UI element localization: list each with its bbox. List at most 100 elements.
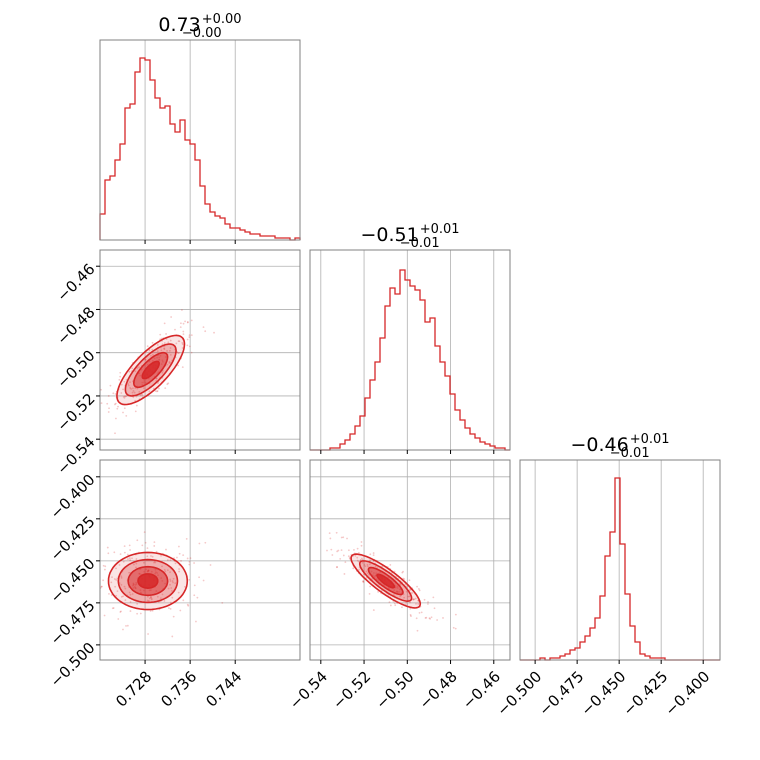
- sample-point: [146, 555, 149, 558]
- panel-frame: [99, 459, 301, 661]
- sample-point: [120, 383, 123, 386]
- sample-point: [342, 554, 345, 557]
- sample-point: [156, 390, 158, 393]
- sample-point: [114, 432, 116, 435]
- sample-point: [188, 336, 191, 338]
- sample-point: [415, 617, 418, 620]
- sample-point: [428, 617, 431, 620]
- sample-point: [401, 606, 403, 609]
- sample-point: [103, 614, 106, 617]
- sample-point: [360, 541, 363, 543]
- sample-point: [128, 544, 131, 547]
- sample-point: [115, 417, 117, 420]
- sample-point: [418, 589, 421, 592]
- sample-point: [148, 349, 151, 352]
- sample-point: [144, 541, 147, 544]
- sample-point: [110, 581, 113, 584]
- sample-point: [405, 590, 408, 593]
- sample-point: [142, 561, 145, 564]
- sample-point: [123, 396, 126, 399]
- sample-point: [127, 383, 129, 385]
- sample-point: [156, 595, 159, 598]
- sample-point: [178, 568, 180, 570]
- sample-point: [346, 537, 348, 540]
- sample-point: [120, 610, 122, 613]
- sample-point: [93, 425, 95, 427]
- sample-point: [182, 599, 185, 602]
- sample-point: [114, 393, 117, 395]
- sample-point: [412, 598, 415, 601]
- sample-point: [166, 569, 169, 572]
- sample-point: [154, 390, 157, 392]
- sample-point: [123, 380, 126, 383]
- sample-point: [365, 570, 368, 573]
- sample-point: [340, 536, 343, 539]
- panel-title-2: −0.46+0.01 −0.01: [570, 432, 669, 461]
- sample-point: [134, 387, 137, 390]
- sample-point: [178, 351, 181, 354]
- sample-point: [372, 552, 375, 554]
- sample-point: [404, 583, 407, 586]
- sample-point: [119, 371, 122, 374]
- sample-point: [170, 316, 173, 318]
- sample-point: [430, 616, 433, 619]
- sample-point: [147, 633, 149, 635]
- sample-point: [366, 572, 369, 575]
- sample-point: [181, 366, 184, 369]
- sample-point: [436, 619, 439, 621]
- sample-point: [138, 366, 140, 369]
- sample-point: [182, 322, 185, 325]
- sample-point: [196, 596, 199, 599]
- sample-point: [335, 531, 338, 534]
- sample-point: [403, 578, 406, 580]
- sample-point: [176, 351, 179, 354]
- sample-point: [150, 354, 152, 357]
- sample-point: [135, 566, 137, 569]
- sample-point: [417, 603, 420, 605]
- sample-point: [100, 585, 103, 588]
- scatter-area: [326, 531, 457, 632]
- sample-point: [161, 343, 164, 346]
- sample-point: [124, 395, 127, 398]
- sample-point: [123, 395, 126, 398]
- sample-point: [156, 350, 159, 353]
- sample-point: [169, 583, 171, 586]
- sample-point: [136, 367, 139, 369]
- sample-point: [202, 579, 205, 582]
- panel-title-1: −0.51+0.01 −0.01: [360, 222, 459, 251]
- sample-point: [186, 338, 189, 341]
- sample-point: [122, 395, 125, 398]
- sample-point: [122, 628, 124, 631]
- sample-point: [169, 339, 172, 342]
- sample-point: [181, 347, 184, 349]
- sample-point: [112, 607, 115, 609]
- sample-point: [128, 571, 130, 574]
- scatter-area: [93, 309, 215, 435]
- sample-point: [135, 395, 138, 398]
- sample-point: [153, 545, 156, 547]
- sample-point: [198, 576, 200, 579]
- sample-point: [176, 556, 178, 559]
- sample-point: [110, 594, 113, 596]
- sample-point: [340, 549, 343, 551]
- x-tick-label: 0.728: [112, 668, 155, 711]
- sample-point: [118, 378, 121, 381]
- sample-point: [136, 387, 139, 390]
- sample-point: [114, 585, 117, 588]
- sample-point: [91, 588, 93, 590]
- histogram-2: [520, 477, 720, 661]
- sample-point: [144, 359, 147, 361]
- sample-point: [188, 578, 191, 581]
- sample-point: [433, 607, 436, 610]
- sample-point: [111, 607, 114, 610]
- y-tick-label: −0.400: [47, 471, 99, 523]
- sample-point: [155, 550, 158, 553]
- sample-point: [172, 615, 175, 618]
- sample-point: [123, 551, 126, 554]
- sample-point: [164, 570, 167, 573]
- y-tick-label: −0.475: [47, 597, 99, 649]
- sample-point: [100, 585, 103, 588]
- sample-point: [92, 600, 94, 602]
- sample-point: [185, 537, 188, 540]
- sample-point: [432, 596, 435, 599]
